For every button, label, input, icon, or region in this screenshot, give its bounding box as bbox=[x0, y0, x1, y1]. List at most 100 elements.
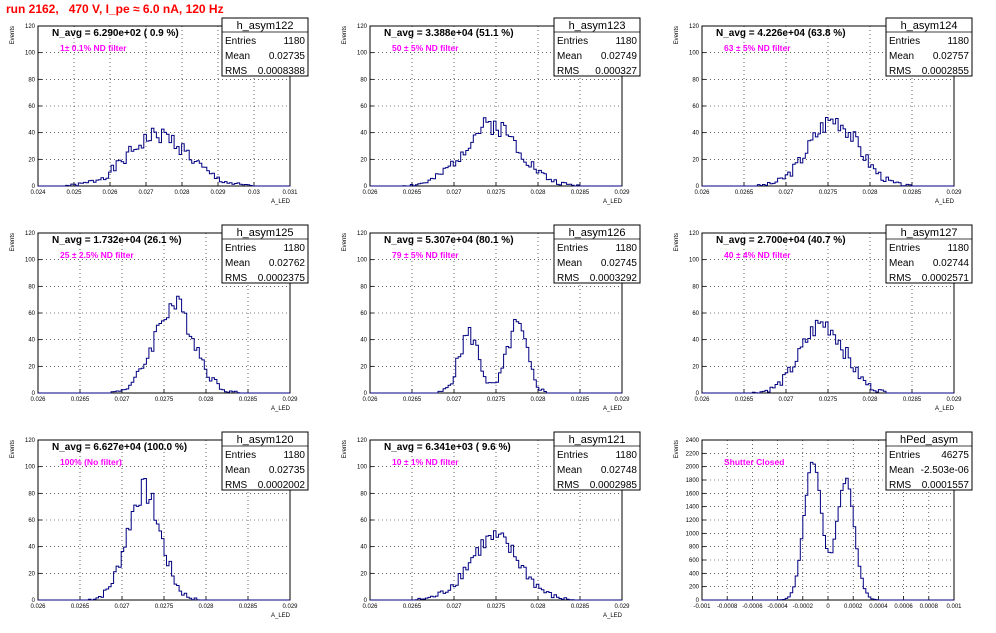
x-axis-title: A_LED bbox=[935, 199, 955, 205]
stats-box: h_asym126 Entries 1180 Mean 0.02745 RMS 0.0003… bbox=[553, 224, 641, 284]
x-tick-label: 0.0285 bbox=[571, 190, 590, 196]
y-tick-label: 100 bbox=[357, 258, 368, 264]
stat-mean-label: Mean bbox=[557, 51, 582, 62]
y-tick-label: 60 bbox=[360, 518, 367, 524]
stat-rms-label: RMS bbox=[557, 480, 580, 491]
filter-label: Shutter Closed bbox=[724, 457, 784, 467]
stat-mean-label: Mean bbox=[225, 51, 250, 62]
x-tick-label: 0.0265 bbox=[735, 190, 754, 196]
x-tick-label: 0.026 bbox=[694, 397, 710, 403]
stat-mean-value: 0.02744 bbox=[933, 258, 970, 269]
stat-mean-label: Mean bbox=[557, 258, 582, 269]
y-tick-label: 0 bbox=[32, 391, 36, 397]
filter-label: 1± 0.1% ND filter bbox=[60, 43, 127, 53]
histogram-name: h_asym121 bbox=[569, 434, 626, 446]
y-axis-title: Events bbox=[674, 440, 680, 458]
histogram-panel-h-asym122: 0.024 0.025 0.026 0.027 0.028 0.029 0.03 0.031 0… bbox=[0, 14, 330, 219]
y-axis-title: Events bbox=[10, 233, 16, 251]
stat-entries-value: 1180 bbox=[283, 243, 305, 254]
x-tick-label: 0.03 bbox=[248, 190, 260, 196]
y-tick-label: 40 bbox=[28, 338, 35, 344]
stats-box-frame bbox=[885, 224, 973, 284]
x-tick-label: 0.0285 bbox=[903, 397, 922, 403]
y-tick-label: 2000 bbox=[686, 465, 700, 471]
stats-box: h_asym120 Entries 1180 Mean 0.02735 RMS 0.0002… bbox=[221, 431, 309, 491]
y-tick-label: 60 bbox=[360, 104, 367, 110]
x-tick-label: 0.028 bbox=[530, 604, 546, 610]
y-tick-label: 0 bbox=[696, 184, 700, 190]
stats-box: hPed_asym Entries 46275 Mean -2.503e-06 RMS 0.… bbox=[885, 431, 973, 491]
y-tick-label: 80 bbox=[28, 77, 35, 83]
y-tick-label: 100 bbox=[689, 258, 700, 264]
stat-rms-value: 0.0002002 bbox=[258, 480, 306, 491]
stat-mean-label: Mean bbox=[557, 465, 582, 476]
y-tick-label: 1400 bbox=[686, 505, 700, 511]
y-tick-label: 120 bbox=[689, 231, 700, 237]
stat-mean-value: 0.02757 bbox=[933, 51, 970, 62]
y-tick-label: 1000 bbox=[686, 531, 700, 537]
stat-mean-value: 0.02762 bbox=[269, 258, 306, 269]
x-tick-label: 0.026 bbox=[362, 397, 378, 403]
stat-mean-label: Mean bbox=[889, 51, 914, 62]
n-avg-label: N_avg = 6.627e+04 (100.0 %) bbox=[52, 442, 187, 453]
x-tick-label: 0.027 bbox=[778, 397, 794, 403]
n-avg-label: N_avg = 3.388e+04 (51.1 %) bbox=[384, 28, 514, 39]
histogram-panel-h-asym125: 0.026 0.0265 0.027 0.0275 0.028 0.0285 0.029 0 2… bbox=[0, 221, 330, 426]
stat-rms-label: RMS bbox=[889, 273, 912, 284]
x-axis-title: A_LED bbox=[603, 406, 623, 412]
y-tick-label: 0 bbox=[364, 598, 368, 604]
x-tick-label: 0.028 bbox=[174, 190, 190, 196]
x-tick-label: 0.0265 bbox=[403, 604, 422, 610]
y-tick-label: 60 bbox=[28, 518, 35, 524]
y-tick-label: 40 bbox=[28, 131, 35, 137]
x-tick-label: 0.0285 bbox=[571, 397, 590, 403]
y-tick-label: 2200 bbox=[686, 451, 700, 457]
stat-entries-label: Entries bbox=[225, 450, 256, 461]
y-tick-label: 80 bbox=[360, 77, 367, 83]
x-tick-label: 0.029 bbox=[282, 604, 298, 610]
histogram-panel-h-asym123: 0.026 0.0265 0.027 0.0275 0.028 0.0285 0.029 0 2… bbox=[332, 14, 662, 219]
y-tick-label: 0 bbox=[364, 184, 368, 190]
histogram-line bbox=[702, 117, 954, 187]
histogram-panel-hped-asym: -0.001 -0.0008 -0.0006 -0.0004 -0.0002 0 0.000… bbox=[664, 428, 994, 633]
y-tick-label: 20 bbox=[360, 364, 367, 370]
x-tick-label: 0.027 bbox=[114, 604, 130, 610]
stat-rms-value: 0.0002571 bbox=[922, 273, 970, 284]
histogram-name: h_asym124 bbox=[901, 20, 958, 32]
y-axis-title: Events bbox=[342, 440, 348, 458]
x-tick-label: 0.029 bbox=[614, 190, 630, 196]
x-tick-label: 0.027 bbox=[446, 604, 462, 610]
x-tick-label: 0.0275 bbox=[819, 190, 838, 196]
stat-entries-value: 1180 bbox=[283, 36, 305, 47]
y-tick-label: 40 bbox=[692, 131, 699, 137]
stat-rms-label: RMS bbox=[889, 480, 912, 491]
x-tick-label: 0.028 bbox=[862, 190, 878, 196]
histogram-h-asym126: 0.026 0.0265 0.027 0.0275 0.028 0.0285 0.029 0 2… bbox=[342, 224, 641, 412]
histogram-h-asym122: 0.024 0.025 0.026 0.027 0.028 0.029 0.03 0.031 0… bbox=[10, 17, 309, 205]
x-tick-label: 0.031 bbox=[282, 190, 298, 196]
y-tick-label: 100 bbox=[25, 258, 36, 264]
y-tick-label: 40 bbox=[692, 338, 699, 344]
y-tick-label: 20 bbox=[28, 364, 35, 370]
x-tick-label: 0.029 bbox=[614, 604, 630, 610]
histogram-panel-h-asym124: 0.026 0.0265 0.027 0.0275 0.028 0.0285 0.029 0 2… bbox=[664, 14, 994, 219]
x-tick-label: 0.0285 bbox=[571, 604, 590, 610]
x-tick-label: 0.0002 bbox=[844, 604, 863, 610]
stat-rms-value: 0.0003292 bbox=[590, 273, 638, 284]
n-avg-label: N_avg = 5.307e+04 (80.1 %) bbox=[384, 235, 514, 246]
y-tick-label: 800 bbox=[689, 545, 700, 551]
n-avg-label: N_avg = 4.226e+04 (63.8 %) bbox=[716, 28, 846, 39]
y-tick-label: 100 bbox=[25, 465, 36, 471]
y-tick-label: 120 bbox=[689, 24, 700, 30]
x-tick-label: 0.0285 bbox=[903, 190, 922, 196]
histogram-panel-h-asym127: 0.026 0.0265 0.027 0.0275 0.028 0.0285 0.029 0 2… bbox=[664, 221, 994, 426]
stat-rms-value: 0.0001557 bbox=[922, 480, 970, 491]
x-tick-label: -0.001 bbox=[693, 604, 711, 610]
stats-box-frame bbox=[885, 17, 973, 77]
y-tick-label: 80 bbox=[692, 77, 699, 83]
x-axis-title: A_LED bbox=[935, 406, 955, 412]
y-tick-label: 100 bbox=[689, 51, 700, 57]
x-tick-label: 0.024 bbox=[30, 190, 46, 196]
x-tick-label: 0.028 bbox=[530, 397, 546, 403]
x-tick-label: -0.0006 bbox=[742, 604, 763, 610]
